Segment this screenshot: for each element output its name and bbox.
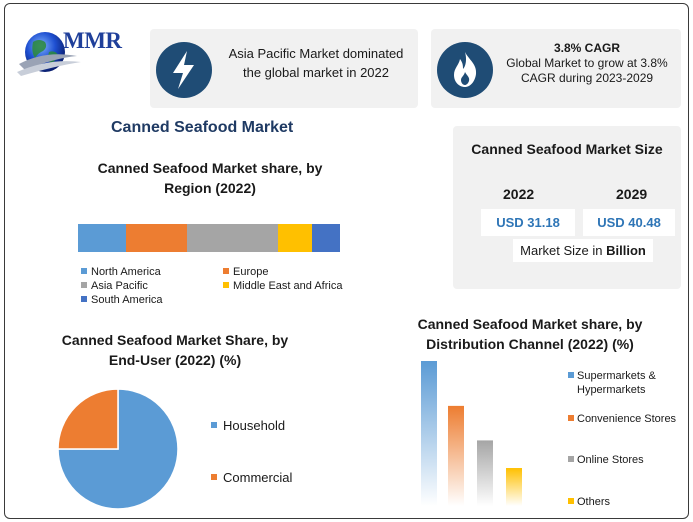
distribution-bar-supermarkets-hypermarkets: [421, 361, 437, 506]
region-legend: North America Europe Asia Pacific Middle Ea…: [81, 266, 381, 308]
region-legend-item: Asia Pacific: [81, 280, 148, 293]
infographic-frame: MMR Asia Pacific Market dominated the gl…: [4, 3, 689, 519]
unit-bold: Billion: [606, 243, 646, 258]
legend-swatch: [568, 498, 574, 504]
flame-icon: [437, 42, 493, 98]
main-title: Canned Seafood Market: [111, 119, 294, 136]
enduser-pie-chart: [57, 388, 179, 510]
market-size-title: Canned Seafood Market Size: [471, 141, 663, 157]
region-bar-segment-middle-east-and-africa: [278, 224, 313, 252]
region-highlight-card: Asia Pacific Market dominated the global…: [150, 29, 418, 108]
year-2029-label: 2029: [616, 186, 648, 202]
distribution-chart-title: Canned Seafood Market share, by Distribu…: [417, 316, 643, 352]
legend-swatch: [81, 268, 87, 274]
legend-swatch: [81, 296, 87, 302]
legend-swatch: [81, 282, 87, 288]
legend-label: North America: [91, 266, 161, 278]
distribution-legend-label: Convenience Stores: [577, 413, 677, 425]
distribution-bar-others: [506, 468, 522, 506]
logo-text: MMR: [63, 28, 122, 53]
distribution-bar-online-stores: [477, 440, 493, 506]
region-bar-segment-north-america: [78, 224, 127, 252]
distribution-legend-label: Supermarkets & Hypermarkets: [577, 370, 657, 396]
region-legend-item: Europe: [223, 266, 268, 279]
distribution-legend-label: Online Stores: [577, 454, 644, 466]
cagr-text: Global Market to grow at 3.8% CAGR durin…: [506, 56, 668, 85]
pie-slice-commercial: [57, 388, 119, 450]
globe-icon: [17, 32, 81, 76]
region-bar-segment-south-america: [312, 224, 340, 252]
enduser-chart-title: Canned Seafood Market Share, by End-User…: [61, 332, 289, 368]
pie-legend-item: Commercial: [211, 470, 292, 485]
legend-label: Asia Pacific: [91, 280, 148, 292]
distribution-legend-label: Others: [577, 496, 611, 508]
unit-prefix: Market Size in: [520, 243, 607, 258]
region-stacked-bar: [78, 224, 340, 252]
legend-swatch: [211, 422, 217, 428]
region-legend-item: South America: [81, 294, 163, 307]
market-size-unit: Market Size in Billion: [513, 239, 653, 262]
lightning-bolt-icon: [156, 42, 212, 98]
legend-swatch: [568, 456, 574, 462]
cagr-card: 3.8% CAGR Global Market to grow at 3.8% …: [431, 29, 681, 108]
market-size-card: Canned Seafood Market Size 2022 2029 USD…: [453, 126, 681, 289]
legend-swatch: [223, 282, 229, 288]
pie-slice-household: [57, 388, 179, 510]
region-chart-title: Canned Seafood Market share, by Region (…: [97, 160, 323, 196]
value-2022: USD 31.18: [481, 209, 575, 236]
legend-label: South America: [91, 294, 163, 306]
legend-swatch: [568, 372, 574, 378]
region-highlight-text: Asia Pacific Market dominated the global…: [228, 46, 404, 80]
region-legend-item: North America: [81, 266, 161, 279]
cagr-title: 3.8% CAGR: [553, 41, 621, 55]
legend-label: Commercial: [223, 470, 293, 485]
legend-swatch: [568, 415, 574, 421]
region-bar-segment-europe: [126, 224, 187, 252]
legend-label: Household: [223, 418, 286, 433]
legend-label: Europe: [233, 266, 269, 278]
pie-legend-item: Household: [211, 418, 285, 433]
legend-label: Middle East and Africa: [233, 280, 343, 292]
distribution-bar-convenience-stores: [448, 405, 464, 506]
year-2022-label: 2022: [503, 186, 535, 202]
distribution-bar-chart: Supermarkets & Hypermarkets Convenience St…: [421, 361, 677, 508]
legend-swatch: [223, 268, 229, 274]
region-bar-segment-asia-pacific: [186, 224, 279, 252]
legend-swatch: [211, 474, 217, 480]
region-legend-item: Middle East and Africa: [223, 280, 342, 293]
value-2029: USD 40.48: [583, 209, 675, 236]
